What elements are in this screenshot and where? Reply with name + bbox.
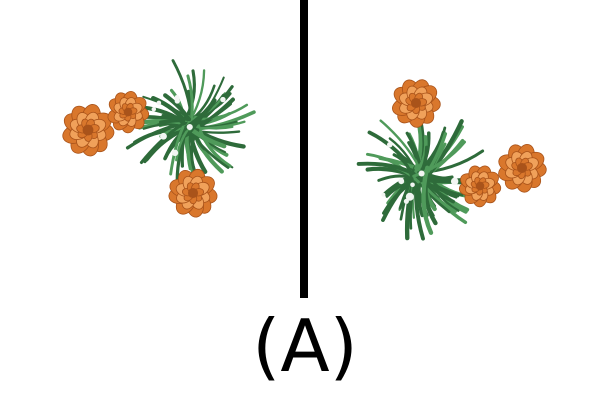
- leaf-highlight: [398, 178, 405, 185]
- vertical-divider: [300, 0, 308, 298]
- leaf: [169, 125, 185, 176]
- leaf: [179, 98, 217, 133]
- leaf-highlight: [156, 100, 162, 106]
- leaf-highlight: [386, 141, 393, 148]
- leaf: [185, 69, 206, 128]
- leaf-highlight: [381, 192, 386, 197]
- panel-caption: (A): [252, 304, 358, 388]
- leaf: [190, 76, 225, 133]
- leaf: [142, 123, 184, 130]
- leaf-highlight: [160, 132, 167, 140]
- leaf-highlight: [186, 123, 193, 131]
- leaf-highlight: [450, 177, 459, 186]
- marigold-flower: [392, 79, 441, 128]
- leaf: [139, 120, 187, 165]
- flower-center: [82, 124, 94, 136]
- flower-center: [475, 181, 485, 191]
- leaf-highlight: [410, 182, 415, 188]
- leaf-highlight: [220, 96, 226, 103]
- leaf-highlight: [151, 106, 157, 112]
- leaf: [142, 95, 191, 120]
- leaf-highlight: [403, 198, 409, 204]
- leaf: [140, 105, 187, 126]
- leaf: [421, 165, 434, 235]
- flower-center: [123, 107, 133, 117]
- leaf: [159, 115, 192, 122]
- leaf-highlight: [174, 98, 180, 104]
- marigold-plant-illustration-rotated: [356, 79, 547, 241]
- leaf: [392, 153, 414, 183]
- marigold-flower: [168, 168, 218, 218]
- leaf-highlight: [405, 192, 414, 201]
- flower-center: [516, 162, 528, 174]
- leaf-highlight: [418, 170, 425, 177]
- leaf-highlight: [171, 149, 179, 157]
- left-plant-image: [0, 0, 300, 300]
- marigold-flower: [458, 165, 502, 208]
- flower-center: [187, 187, 199, 199]
- marigold-flower: [62, 104, 115, 157]
- marigold-plant-illustration: [62, 59, 256, 218]
- flower-center: [410, 97, 422, 109]
- marigold-flower: [498, 143, 547, 193]
- right-plant-image: [310, 0, 610, 300]
- marigold-flower: [107, 90, 150, 134]
